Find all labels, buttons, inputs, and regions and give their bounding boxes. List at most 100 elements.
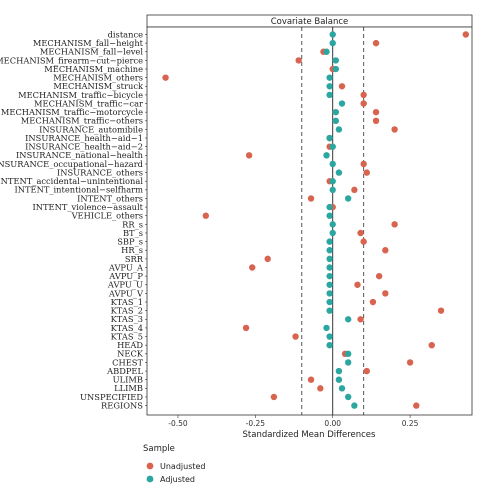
point-adjusted (329, 229, 336, 237)
y-tick-label: INSURANCE_national−health (16, 150, 144, 161)
y-tick-label: UNSPECIFIED (80, 392, 143, 402)
point-unadjusted (270, 393, 278, 401)
point-adjusted (344, 195, 352, 202)
y-tick-label: MECHANISM_others (53, 73, 143, 84)
x-axis-title: Standardized Mean Differences (243, 430, 377, 440)
x-tick-label: -0.50 (168, 419, 188, 428)
point-unadjusted (292, 333, 299, 340)
y-tick-label: KTAS_3 (111, 314, 143, 325)
point-unadjusted (357, 229, 364, 237)
legend: Sample Unadjusted Adjusted (143, 444, 206, 484)
point-unadjusted (354, 281, 361, 288)
point-unadjusted (264, 255, 271, 263)
point-adjusted (329, 39, 336, 47)
y-tick-label: INSURANCE_others (57, 167, 143, 178)
point-unadjusted (317, 385, 324, 392)
legend-key-unadjusted (146, 462, 154, 470)
x-tick-label: -0.25 (246, 419, 266, 428)
point-unadjusted (391, 126, 398, 133)
point-adjusted (335, 169, 343, 176)
point-unadjusted (249, 264, 256, 271)
y-tick-label: HEAD (117, 340, 143, 350)
y-tick-label: MECHANISM_traffic−motorcycle (1, 107, 143, 118)
y-tick-label: AVPU_P (108, 271, 143, 282)
y-tick-label: CHEST (112, 357, 143, 367)
y-tick-label: RR_s (122, 219, 143, 230)
point-adjusted (326, 74, 333, 81)
y-tick-label: AVPU_V (108, 288, 144, 299)
point-adjusted (344, 316, 352, 323)
y-tick-label: AVPU_A (108, 262, 144, 273)
point-adjusted (323, 48, 330, 55)
y-tick-label: NECK (117, 349, 144, 359)
point-unadjusted (360, 160, 367, 168)
y-tick-label: MECHANISM_fall−height (33, 38, 144, 49)
point-unadjusted (351, 186, 358, 194)
y-tick-label: INSURANCE_health−aid−2 (25, 142, 143, 153)
y-tick-label: INTENT_others (77, 193, 143, 204)
point-adjusted (338, 100, 346, 107)
point-unadjusted (382, 247, 389, 254)
point-adjusted (335, 126, 343, 133)
point-adjusted (329, 178, 336, 185)
point-adjusted (338, 385, 346, 392)
point-adjusted (351, 402, 358, 409)
point-adjusted (326, 298, 333, 306)
point-adjusted (326, 247, 333, 254)
point-adjusted (335, 367, 343, 375)
legend-label-adjusted: Adjusted (160, 475, 195, 484)
point-adjusted (326, 255, 333, 263)
point-unadjusted (375, 272, 383, 280)
point-unadjusted (363, 367, 370, 375)
point-adjusted (326, 281, 333, 288)
y-tick-label: ABDPEL (106, 366, 143, 376)
point-adjusted (323, 324, 330, 332)
point-unadjusted (372, 39, 380, 47)
y-tick-label: KTAS_1 (111, 297, 143, 308)
y-tick-label: LLIMB (114, 383, 143, 393)
point-adjusted (329, 160, 336, 168)
y-tick-label: BT_s (123, 228, 143, 239)
point-unadjusted (162, 74, 169, 81)
y-tick-label: MECHANISM_machine (44, 64, 143, 75)
point-unadjusted (437, 307, 445, 314)
point-unadjusted (462, 31, 470, 38)
point-unadjusted (357, 316, 364, 323)
y-tick-label: KTAS_4 (111, 323, 143, 334)
point-adjusted (326, 212, 333, 219)
point-adjusted (326, 91, 333, 99)
point-unadjusted (382, 290, 389, 297)
point-adjusted (326, 333, 333, 340)
y-tick-label: SBP_s (117, 237, 143, 248)
legend-label-unadjusted: Unadjusted (160, 462, 206, 471)
point-unadjusted (372, 108, 380, 116)
y-tick-label: MECHANISM_traffic−bicycle (18, 90, 143, 101)
point-unadjusted (391, 221, 398, 228)
point-unadjusted (295, 57, 302, 64)
point-adjusted (323, 152, 330, 159)
y-tick-label: KTAS_5 (111, 331, 143, 342)
point-adjusted (326, 341, 333, 349)
point-adjusted (326, 290, 333, 297)
point-unadjusted (369, 298, 377, 306)
point-adjusted (326, 264, 333, 271)
point-adjusted (326, 134, 333, 142)
y-tick-label: MECHANISM_struck (53, 81, 144, 92)
point-unadjusted (360, 91, 367, 99)
point-unadjusted (360, 100, 367, 107)
legend-title: Sample (143, 444, 175, 454)
point-adjusted (326, 307, 333, 314)
point-unadjusted (372, 117, 380, 125)
x-tick-label: 0.25 (402, 419, 419, 428)
y-tick-label: INSURANCE_automibile (39, 124, 143, 135)
y-tick-label: REGIONS (101, 400, 143, 410)
point-adjusted (335, 376, 343, 383)
y-tick-label: HR_s (121, 245, 143, 256)
y-tick-label: ULIMB (113, 375, 143, 385)
plot-panel (146, 26, 473, 416)
point-unadjusted (338, 83, 346, 90)
point-adjusted (329, 143, 336, 150)
point-unadjusted (360, 238, 367, 245)
y-tick-label: VEHICLE_others (71, 211, 143, 222)
